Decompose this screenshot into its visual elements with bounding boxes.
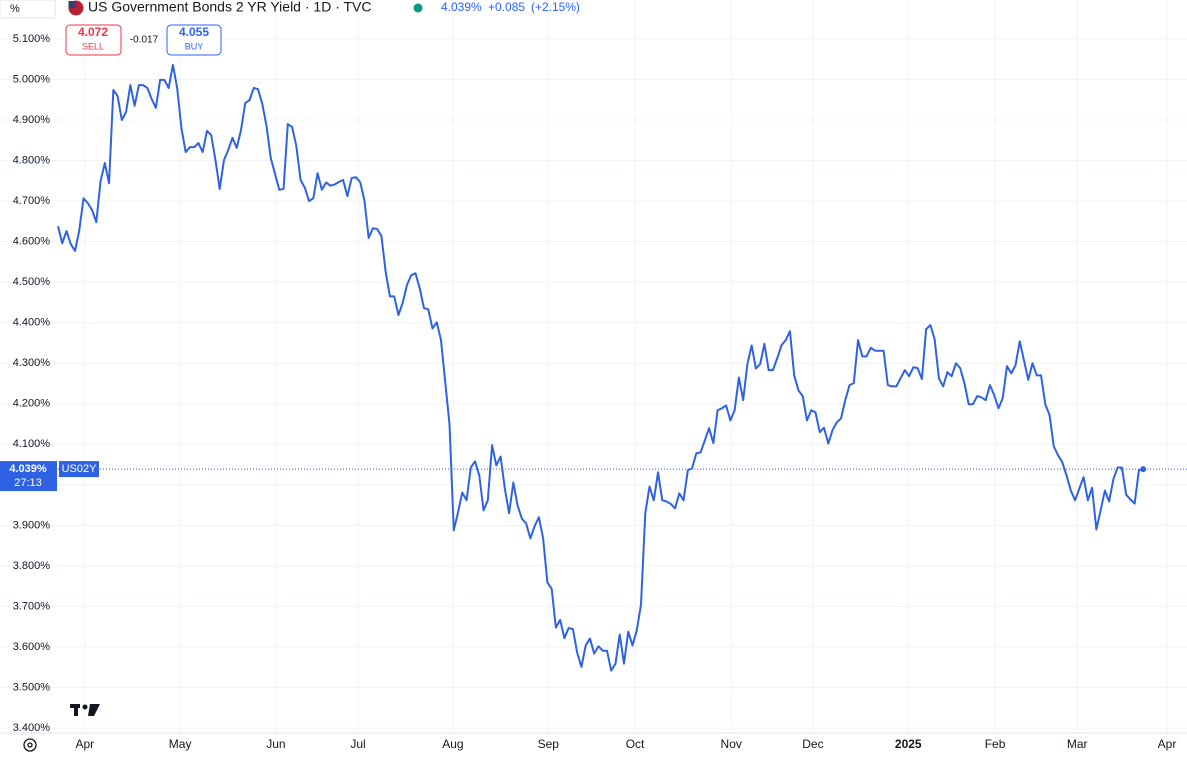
y-tick-label: 5.000% xyxy=(13,73,51,85)
settings-icon-inner xyxy=(27,742,33,748)
y-tick-label: 3.400% xyxy=(13,722,51,734)
sell-price: 4.072 xyxy=(78,25,108,39)
y-tick-label: 4.600% xyxy=(13,236,51,248)
x-tick-label: Mar xyxy=(1067,737,1088,751)
buy-button[interactable] xyxy=(166,24,222,56)
y-tick-label: 4.900% xyxy=(13,114,51,126)
y-tick-label: 3.800% xyxy=(13,560,51,572)
x-tick-label: Dec xyxy=(802,737,823,751)
y-tick-label: 4.500% xyxy=(13,276,51,288)
y-tick-label: 4.700% xyxy=(13,195,51,207)
logo xyxy=(70,704,100,716)
unit-label: % xyxy=(10,3,20,15)
flag-canton xyxy=(68,1,76,8)
y-tick-label: 5.100% xyxy=(13,33,51,45)
symbol-label: US02Y xyxy=(62,463,98,475)
x-tick-label: May xyxy=(169,737,192,751)
x-tick-label: Apr xyxy=(1158,737,1177,751)
x-tick-label: Apr xyxy=(75,737,94,751)
last-price-box xyxy=(0,461,57,492)
header-price: 4.039% xyxy=(441,0,482,14)
header-change: +0.085 xyxy=(488,0,525,14)
market-status xyxy=(413,3,423,13)
x-tick-label: Sep xyxy=(538,737,560,751)
last-point xyxy=(1140,466,1147,473)
buy-price: 4.055 xyxy=(179,25,209,39)
price-line xyxy=(57,63,1144,672)
unit-box xyxy=(0,0,56,19)
countdown-label: 27:13 xyxy=(14,477,42,489)
chart-title: US Government Bonds 2 YR Yield · 1D · TV… xyxy=(88,0,372,15)
settings-icon[interactable] xyxy=(23,738,37,752)
y-tick-label: 4.300% xyxy=(13,357,51,369)
y-tick-label: 4.800% xyxy=(13,154,51,166)
y-tick-label: 3.700% xyxy=(13,600,51,612)
sell-button[interactable] xyxy=(65,24,122,56)
axes: 3.400%3.500%3.600%3.700%3.800%3.900%4.00… xyxy=(0,33,1176,751)
y-tick-label: 4.200% xyxy=(13,398,51,410)
y-tick-label: 3.600% xyxy=(13,641,51,653)
y-tick-label: 3.900% xyxy=(13,519,51,531)
x-tick-label: Jul xyxy=(350,737,365,751)
y-tick-label: 4.400% xyxy=(13,317,51,329)
plot xyxy=(57,63,1187,672)
symbol-box xyxy=(59,461,99,478)
grid xyxy=(0,0,1187,733)
x-tick-label: Aug xyxy=(442,737,463,751)
x-tick-label: 2025 xyxy=(895,737,922,751)
x-tick-label: Feb xyxy=(985,737,1006,751)
x-tick-label: Nov xyxy=(721,737,742,751)
sell-label: SELL xyxy=(82,41,104,51)
x-tick-label: Jun xyxy=(266,737,285,751)
buy-label: BUY xyxy=(185,41,204,51)
y-tick-label: 3.500% xyxy=(13,681,51,693)
last-price-label: 4.039% xyxy=(9,463,47,475)
y-tick-label: 4.100% xyxy=(13,438,51,450)
spread: -0.017 xyxy=(130,35,159,46)
x-tick-label: Oct xyxy=(626,737,645,751)
header-change-pct: (+2.15%) xyxy=(531,0,580,14)
